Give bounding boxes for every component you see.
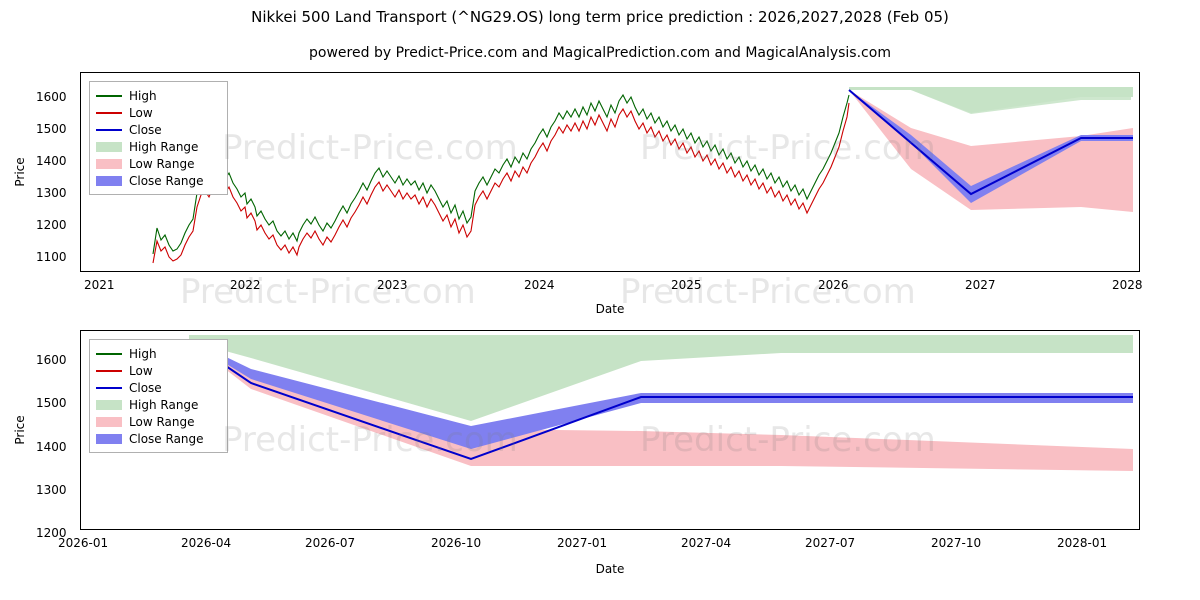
chart-2-svg (188, 335, 1133, 471)
close-forecast-line-2 (188, 340, 1133, 461)
close-range-fill-2 (189, 339, 1133, 449)
x1-tick-2026: 2026 (818, 278, 849, 292)
legend-item-close-range: Close Range (96, 172, 219, 189)
x2-axis-label: Date (595, 562, 625, 576)
x2-tick-2026-04: 2026-04 (181, 536, 232, 550)
y1-tick-1600: 1600 (36, 90, 67, 104)
legend-label-low: Low (129, 105, 153, 120)
legend-label-high-range: High Range (129, 139, 199, 154)
page-title: Nikkei 500 Land Transport (^NG29.OS) lon… (251, 8, 949, 26)
legend2-swatch-high (96, 348, 122, 359)
x1-tick-2022: 2022 (230, 278, 261, 292)
watermark-4: Predict-Price.com (620, 272, 916, 312)
legend2-item-high-range: High Range (96, 396, 219, 413)
low-range-fill (849, 90, 1133, 212)
x1-tick-2024: 2024 (524, 278, 555, 292)
chart-panel-history: High Low Close High Range Low Range Clos… (80, 72, 1140, 272)
legend2-label-close: Close (129, 380, 162, 395)
x2-tick-2026-10: 2026-10 (431, 536, 482, 550)
legend-label-low-range: Low Range (129, 156, 195, 171)
x2-tick-2027-07: 2027-07 (805, 536, 856, 550)
legend2-item-high: High (96, 345, 219, 362)
x2-tick-2027-01: 2027-01 (557, 536, 608, 550)
legend-label-close-range: Close Range (129, 173, 204, 188)
legend-item-high-range: High Range (96, 138, 219, 155)
y2-tick-1500: 1500 (36, 396, 67, 410)
x1-tick-2028: 2028 (1112, 278, 1143, 292)
legend2-swatch-low (96, 365, 122, 376)
close-forecast-line (848, 89, 1133, 196)
x1-tick-2027: 2027 (965, 278, 996, 292)
legend-swatch-high-range (96, 141, 122, 152)
x1-tick-2023: 2023 (377, 278, 408, 292)
y2-tick-1600: 1600 (36, 353, 67, 367)
watermark-3: Predict-Price.com (180, 272, 476, 312)
legend2-label-low-range: Low Range (129, 414, 195, 429)
y2-tick-1400: 1400 (36, 440, 67, 454)
page-subtitle: powered by Predict-Price.com and Magical… (309, 45, 891, 61)
legend-swatch-close-range (96, 175, 122, 186)
legend2-swatch-high-range (96, 399, 122, 410)
high-range-fill (849, 87, 1133, 113)
x1-tick-2025: 2025 (671, 278, 702, 292)
x1-tick-2021: 2021 (84, 278, 115, 292)
x1-axis-label: Date (595, 302, 625, 316)
y1-axis-label: Price (13, 157, 27, 187)
legend2-item-low: Low (96, 362, 219, 379)
legend2-swatch-close (96, 382, 122, 393)
high-series-line (152, 93, 850, 255)
x2-tick-2028-01: 2028-01 (1057, 536, 1108, 550)
legend-swatch-low-range (96, 158, 122, 169)
low-series-line (152, 102, 850, 264)
legend2-item-close: Close (96, 379, 219, 396)
legend-label-close: Close (129, 122, 162, 137)
legend-item-close: Close (96, 121, 219, 138)
legend2-swatch-low-range (96, 416, 122, 427)
low-range-fill-2 (189, 341, 1133, 471)
legend-panel-1: High Low Close High Range Low Range Clos… (89, 81, 228, 195)
legend2-item-close-range: Close Range (96, 430, 219, 447)
x2-tick-2026-07: 2026-07 (305, 536, 356, 550)
legend-swatch-high (96, 90, 122, 101)
y1-tick-1400: 1400 (36, 154, 67, 168)
legend-item-high: High (96, 87, 219, 104)
legend2-label-close-range: Close Range (129, 431, 204, 446)
close-range-fill (849, 90, 1133, 203)
legend2-swatch-close-range (96, 433, 122, 444)
legend2-label-high-range: High Range (129, 397, 199, 412)
y1-tick-1500: 1500 (36, 122, 67, 136)
y1-tick-1200: 1200 (36, 218, 67, 232)
y1-tick-1100: 1100 (36, 250, 67, 264)
legend2-item-low-range: Low Range (96, 413, 219, 430)
legend2-label-high: High (129, 346, 157, 361)
legend2-label-low: Low (129, 363, 153, 378)
legend-swatch-low (96, 107, 122, 118)
x2-tick-2027-10: 2027-10 (931, 536, 982, 550)
chart-panel-forecast: High Low Close High Range Low Range Clos… (80, 330, 1140, 530)
legend-swatch-close (96, 124, 122, 135)
legend-panel-2: High Low Close High Range Low Range Clos… (89, 339, 228, 453)
y1-tick-1300: 1300 (36, 186, 67, 200)
x2-tick-2027-04: 2027-04 (681, 536, 732, 550)
y2-tick-1200: 1200 (36, 526, 67, 540)
y2-tick-1300: 1300 (36, 483, 67, 497)
history-series (152, 93, 850, 264)
x2-tick-2026-01: 2026-01 (58, 536, 109, 550)
y2-axis-label: Price (13, 415, 27, 445)
legend-item-low-range: Low Range (96, 155, 219, 172)
high-range-fill-2b (189, 336, 1133, 421)
legend-item-low: Low (96, 104, 219, 121)
legend-label-high: High (129, 88, 157, 103)
chart-1-svg (152, 87, 1133, 264)
